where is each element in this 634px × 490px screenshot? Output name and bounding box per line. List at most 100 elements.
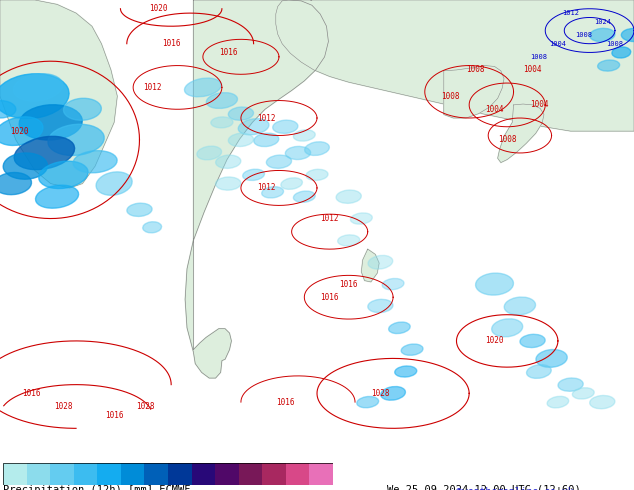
Ellipse shape [197,146,221,160]
Ellipse shape [127,203,152,217]
Bar [238,463,262,485]
Ellipse shape [285,147,311,160]
Text: 1008: 1008 [466,66,485,74]
Ellipse shape [368,255,392,269]
Ellipse shape [527,365,551,378]
Bar [98,463,121,485]
Text: 1020: 1020 [485,337,504,345]
Text: 1012: 1012 [143,83,162,92]
Ellipse shape [228,107,254,120]
Ellipse shape [14,136,75,170]
Text: 1020: 1020 [10,126,29,136]
Polygon shape [361,249,379,282]
Ellipse shape [266,155,292,169]
Ellipse shape [590,28,615,42]
Bar [74,463,98,485]
Ellipse shape [3,153,48,179]
Ellipse shape [206,93,238,108]
Ellipse shape [238,119,269,135]
Text: 1016: 1016 [105,411,124,420]
Bar [168,463,191,485]
Text: 1008: 1008 [607,41,623,47]
Ellipse shape [336,190,361,203]
Ellipse shape [305,142,329,155]
Ellipse shape [294,191,315,202]
Text: 1028: 1028 [136,402,155,411]
Bar [286,463,309,485]
Bar [50,463,74,485]
Ellipse shape [254,133,279,147]
Ellipse shape [476,273,514,295]
Text: 1004: 1004 [523,66,542,74]
Ellipse shape [73,150,117,173]
Text: 1008: 1008 [441,92,460,100]
Text: 1016: 1016 [22,389,41,398]
Ellipse shape [547,396,569,408]
Ellipse shape [281,178,302,189]
Text: 1008: 1008 [575,32,592,38]
Text: ©weatheronline.co.uk: ©weatheronline.co.uk [456,487,574,490]
Ellipse shape [621,28,634,42]
Text: 1016: 1016 [219,48,238,57]
Ellipse shape [39,161,88,189]
Text: 1004: 1004 [550,41,566,47]
Ellipse shape [243,169,264,180]
Bar [145,463,168,485]
Text: 1016: 1016 [320,293,339,302]
Bar [215,463,238,485]
Ellipse shape [504,297,536,315]
Text: 1004: 1004 [529,100,548,109]
Ellipse shape [558,378,583,391]
Ellipse shape [0,100,16,118]
Ellipse shape [338,235,359,246]
Text: Precipitation (12h) [mm] ECMWF: Precipitation (12h) [mm] ECMWF [3,485,191,490]
Polygon shape [185,0,328,378]
Ellipse shape [273,120,298,133]
Ellipse shape [612,47,631,58]
Ellipse shape [48,124,104,155]
Text: 1020: 1020 [149,4,168,13]
Ellipse shape [492,319,522,337]
Ellipse shape [395,366,417,377]
Ellipse shape [13,74,63,101]
Bar [262,463,286,485]
Ellipse shape [389,322,410,334]
Ellipse shape [573,388,594,399]
Ellipse shape [216,177,241,190]
Bar [191,463,215,485]
Ellipse shape [262,187,283,198]
Ellipse shape [294,130,315,141]
Ellipse shape [520,334,545,347]
Ellipse shape [351,213,372,224]
Text: 1016: 1016 [162,39,181,48]
Bar [27,463,50,485]
Bar [3,463,27,485]
Ellipse shape [228,133,254,147]
Text: 1012: 1012 [320,214,339,223]
Text: 1028: 1028 [371,389,390,398]
Ellipse shape [536,349,567,368]
Text: 1016: 1016 [339,280,358,289]
Ellipse shape [306,169,328,180]
Ellipse shape [63,98,101,120]
Ellipse shape [401,344,423,355]
Ellipse shape [19,105,82,140]
Ellipse shape [357,396,378,408]
Ellipse shape [216,155,241,169]
Ellipse shape [598,60,619,71]
Ellipse shape [184,78,221,97]
Ellipse shape [0,172,32,195]
Text: 1012: 1012 [257,114,276,122]
Text: 1008: 1008 [531,54,547,60]
Ellipse shape [0,117,43,146]
Ellipse shape [0,74,69,119]
Text: 1028: 1028 [54,402,73,411]
Polygon shape [276,0,634,131]
Text: 1012: 1012 [257,183,276,193]
Text: We 25-09-2024 12.00 UTC (12+60): We 25-09-2024 12.00 UTC (12+60) [387,485,581,490]
Ellipse shape [143,222,162,233]
Polygon shape [498,104,544,163]
Polygon shape [0,0,117,188]
Bar [121,463,145,485]
Text: 1008: 1008 [498,135,517,145]
